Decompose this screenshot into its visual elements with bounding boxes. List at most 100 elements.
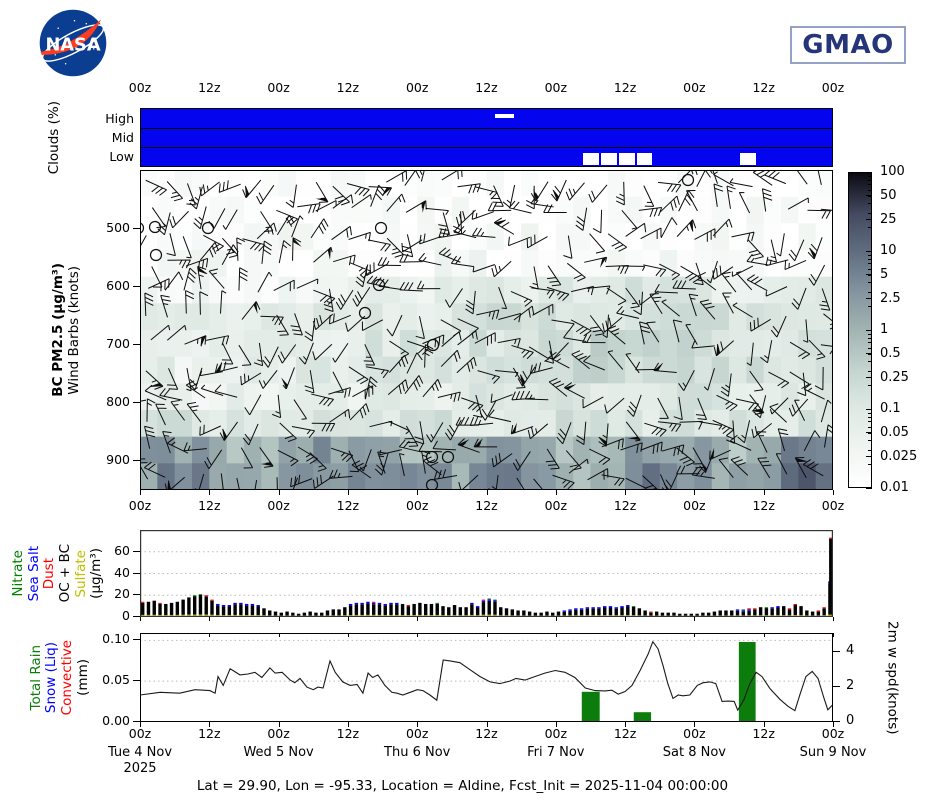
windspeed-title-line2: (knots) — [884, 686, 901, 735]
nasa-wordmark: NASA — [45, 35, 100, 55]
windspeed-title-line1: 2m w spd — [884, 620, 901, 687]
axis-tick — [868, 306, 872, 308]
axis-tick — [868, 213, 872, 215]
axis-tick — [868, 179, 872, 181]
time-tick-label: 12z — [613, 498, 637, 513]
legend-convective: Convective — [59, 639, 75, 716]
axis-tick — [555, 490, 557, 495]
axis-tick — [486, 722, 488, 727]
axis-tick — [868, 361, 872, 363]
time-tick-label: 12z — [613, 726, 637, 741]
axis-tick — [868, 268, 872, 270]
date-axis: Tue 4 Nov Wed 5 Nov Thu 6 Nov Fri 7 Nov Sat … — [0, 745, 925, 761]
axis-tick — [866, 456, 872, 458]
axis-tick — [868, 416, 872, 418]
clouds-row-label: High — [105, 110, 134, 126]
axis-tick — [486, 633, 488, 637]
clouds-axis-title: Clouds (%) — [46, 100, 63, 175]
time-axis-middle: 00z 12z 00z 12z 00z 12z 00z 12z 00z 12z 00z — [0, 498, 925, 514]
axis-tick — [278, 490, 280, 495]
axis-tick — [133, 344, 140, 345]
axis-tick — [868, 333, 872, 335]
axis-tick — [625, 722, 627, 727]
axis-tick — [555, 617, 557, 621]
time-tick-label: 00z — [821, 80, 845, 95]
time-tick-label: 12z — [475, 498, 498, 513]
axis-tick — [763, 722, 765, 727]
axis-tick — [868, 203, 872, 205]
gmao-logo: GMAO — [790, 26, 906, 64]
time-tick-label: 00z — [544, 726, 568, 741]
axis-tick — [833, 722, 834, 727]
axis-tick — [833, 617, 834, 621]
axis-tick — [868, 412, 872, 414]
windspeed-axis-title: 2m w spd (knots) — [884, 621, 901, 734]
time-tick-label: 12z — [336, 80, 360, 95]
axis-tick — [866, 250, 872, 252]
axis-tick — [833, 651, 840, 653]
axis-tick — [763, 617, 765, 621]
axis-tick — [868, 450, 872, 452]
axis-tick — [209, 633, 211, 637]
axis-tick — [133, 402, 140, 403]
clear-sky-patch — [619, 153, 635, 165]
axis-tick — [140, 490, 141, 495]
nasa-swoosh — [40, 19, 102, 55]
axis-tick — [486, 617, 488, 621]
axis-tick — [347, 722, 349, 727]
axis-tick — [868, 337, 872, 339]
axis-tick — [347, 617, 349, 621]
axis-tick — [868, 432, 872, 434]
axis-tick — [133, 616, 140, 617]
aerosol-tick-label: 20 — [114, 586, 130, 602]
clouds-row-label: Mid — [111, 129, 134, 145]
axis-tick — [555, 633, 557, 637]
axis-tick — [486, 490, 488, 495]
clear-sky-patch — [583, 153, 599, 165]
clouds-row-divider — [141, 147, 832, 148]
axis-tick — [868, 464, 872, 466]
legend-ocbc: OC + BC — [57, 544, 73, 603]
axis-tick — [625, 490, 627, 495]
axis-tick — [694, 617, 696, 621]
axis-tick — [866, 298, 872, 300]
axis-tick — [140, 633, 141, 637]
precip-tick-label: 0.10 — [102, 631, 130, 647]
axis-tick — [868, 189, 872, 191]
axis-tick — [417, 617, 419, 621]
axis-tick — [278, 617, 280, 621]
axis-tick — [133, 680, 140, 682]
precip-tick-label: 0.00 — [102, 713, 130, 728]
windspeed-tick-label: 4 — [846, 643, 855, 659]
axis-tick — [133, 228, 140, 229]
colorbar-tick-label: 5 — [880, 266, 889, 282]
colorbar-tick-label: 25 — [880, 211, 897, 227]
axis-tick — [833, 490, 834, 495]
axis-tick — [555, 722, 557, 727]
axis-tick — [694, 490, 696, 495]
time-tick-label: 12z — [475, 80, 498, 95]
axis-tick — [868, 175, 872, 177]
time-tick-label: 12z — [198, 80, 221, 95]
axis-tick — [866, 219, 872, 221]
axis-tick — [694, 722, 696, 727]
time-tick-label: 00z — [544, 498, 568, 513]
pressure-tick-label: 500 — [106, 220, 130, 235]
nasa-logo-icon: NASA — [39, 9, 107, 77]
axis-tick — [133, 286, 140, 287]
axis-tick — [625, 617, 627, 621]
axis-tick — [868, 227, 872, 229]
axis-tick — [140, 722, 141, 727]
pressure-tick-label: 900 — [106, 452, 130, 467]
axis-tick — [868, 184, 872, 186]
time-tick-label: 00z — [683, 726, 706, 741]
axis-tick — [694, 633, 696, 637]
axis-tick — [868, 421, 872, 423]
time-tick-label: 12z — [336, 726, 360, 741]
axis-tick — [868, 440, 872, 442]
axis-tick — [833, 721, 840, 722]
time-tick-label: 12z — [752, 726, 775, 741]
axis-tick — [417, 490, 419, 495]
caption: Lat = 29.90, Lon = -95.33, Location = Al… — [196, 778, 729, 794]
date-label: Fri 7 Nov — [527, 745, 585, 760]
